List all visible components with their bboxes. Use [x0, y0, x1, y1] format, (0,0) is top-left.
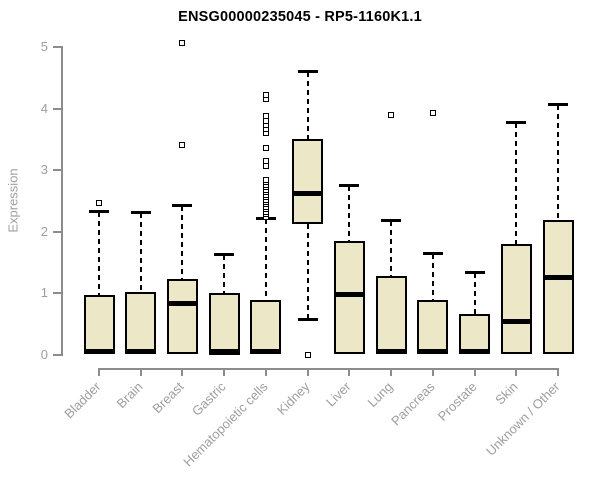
lower-whisker-line	[306, 224, 309, 319]
x-tick	[431, 369, 434, 376]
upper-whisker-line	[306, 71, 309, 140]
box	[292, 139, 324, 225]
outlier-point	[262, 157, 269, 164]
x-tick	[139, 369, 142, 376]
upper-whisker-line	[390, 221, 393, 276]
y-tick	[53, 46, 61, 48]
y-tick-label: 2	[40, 223, 48, 239]
median-line	[461, 349, 489, 354]
median-line	[168, 300, 196, 306]
box	[417, 300, 449, 355]
median-line	[127, 349, 155, 354]
box	[208, 293, 240, 355]
box	[83, 295, 115, 355]
y-tick-label: 5	[40, 39, 48, 54]
x-tick	[306, 369, 309, 376]
upper-whisker-cap	[339, 183, 360, 187]
upper-whisker-cap	[381, 219, 402, 223]
box	[250, 300, 282, 355]
upper-whisker-cap	[172, 203, 193, 207]
upper-whisker-cap	[89, 210, 109, 214]
median-line	[502, 319, 530, 325]
x-tick	[348, 369, 351, 376]
lower-whisker-cap	[297, 317, 318, 321]
y-tick-label: 0	[40, 346, 48, 362]
upper-whisker-line	[431, 253, 434, 301]
y-tick	[53, 107, 61, 110]
outlier-point	[262, 176, 269, 183]
x-tick	[515, 369, 518, 376]
y-tick	[53, 353, 61, 356]
y-tick-label: 3	[40, 162, 48, 177]
box	[500, 243, 532, 355]
upper-whisker-cap	[422, 251, 443, 255]
upper-whisker-cap	[506, 121, 527, 125]
upper-whisker-line	[223, 255, 226, 293]
outlier-point	[179, 39, 186, 46]
x-tick	[98, 369, 100, 376]
median-line	[294, 191, 322, 197]
y-tick	[53, 169, 61, 171]
median-line	[335, 291, 363, 297]
x-tick	[181, 369, 184, 376]
median-line	[85, 349, 113, 354]
box	[375, 275, 407, 355]
box	[125, 292, 157, 355]
upper-whisker-line	[473, 273, 476, 314]
x-tick	[390, 369, 393, 376]
median-line	[419, 349, 447, 354]
outlier-point	[262, 144, 269, 151]
upper-whisker-line	[139, 213, 142, 293]
upper-whisker-cap	[548, 103, 568, 107]
y-tick-label: 1	[40, 285, 48, 300]
y-tick	[53, 230, 61, 233]
upper-whisker-cap	[214, 253, 235, 257]
outlier-point	[429, 110, 436, 117]
outlier-point	[179, 141, 186, 148]
median-line	[377, 349, 405, 354]
x-axis-line	[98, 368, 559, 370]
median-line	[210, 349, 238, 354]
outlier-point	[304, 351, 311, 358]
chart-title: ENSG00000235045 - RP5-1160K1.1	[178, 9, 422, 25]
upper-whisker-line	[348, 185, 351, 241]
upper-whisker-cap	[464, 271, 485, 275]
upper-whisker-line	[98, 212, 100, 296]
box	[166, 278, 198, 355]
box	[542, 220, 574, 355]
x-tick	[473, 369, 476, 376]
y-tick-label: 4	[40, 100, 48, 116]
x-tick	[557, 369, 559, 376]
upper-whisker-line	[264, 219, 267, 301]
upper-whisker-line	[181, 205, 184, 279]
upper-whisker-line	[557, 105, 559, 221]
outlier-point	[262, 113, 269, 120]
outlier-point	[262, 91, 269, 98]
outlier-point	[96, 200, 102, 207]
median-line	[252, 349, 280, 354]
x-tick	[223, 369, 226, 376]
box	[333, 240, 365, 355]
median-line	[544, 275, 572, 281]
upper-whisker-cap	[130, 211, 151, 215]
upper-whisker-line	[515, 123, 518, 244]
y-tick	[53, 292, 61, 294]
upper-whisker-cap	[297, 69, 318, 73]
x-tick	[264, 369, 267, 376]
y-axis-line	[61, 46, 63, 356]
outlier-point	[388, 111, 395, 118]
